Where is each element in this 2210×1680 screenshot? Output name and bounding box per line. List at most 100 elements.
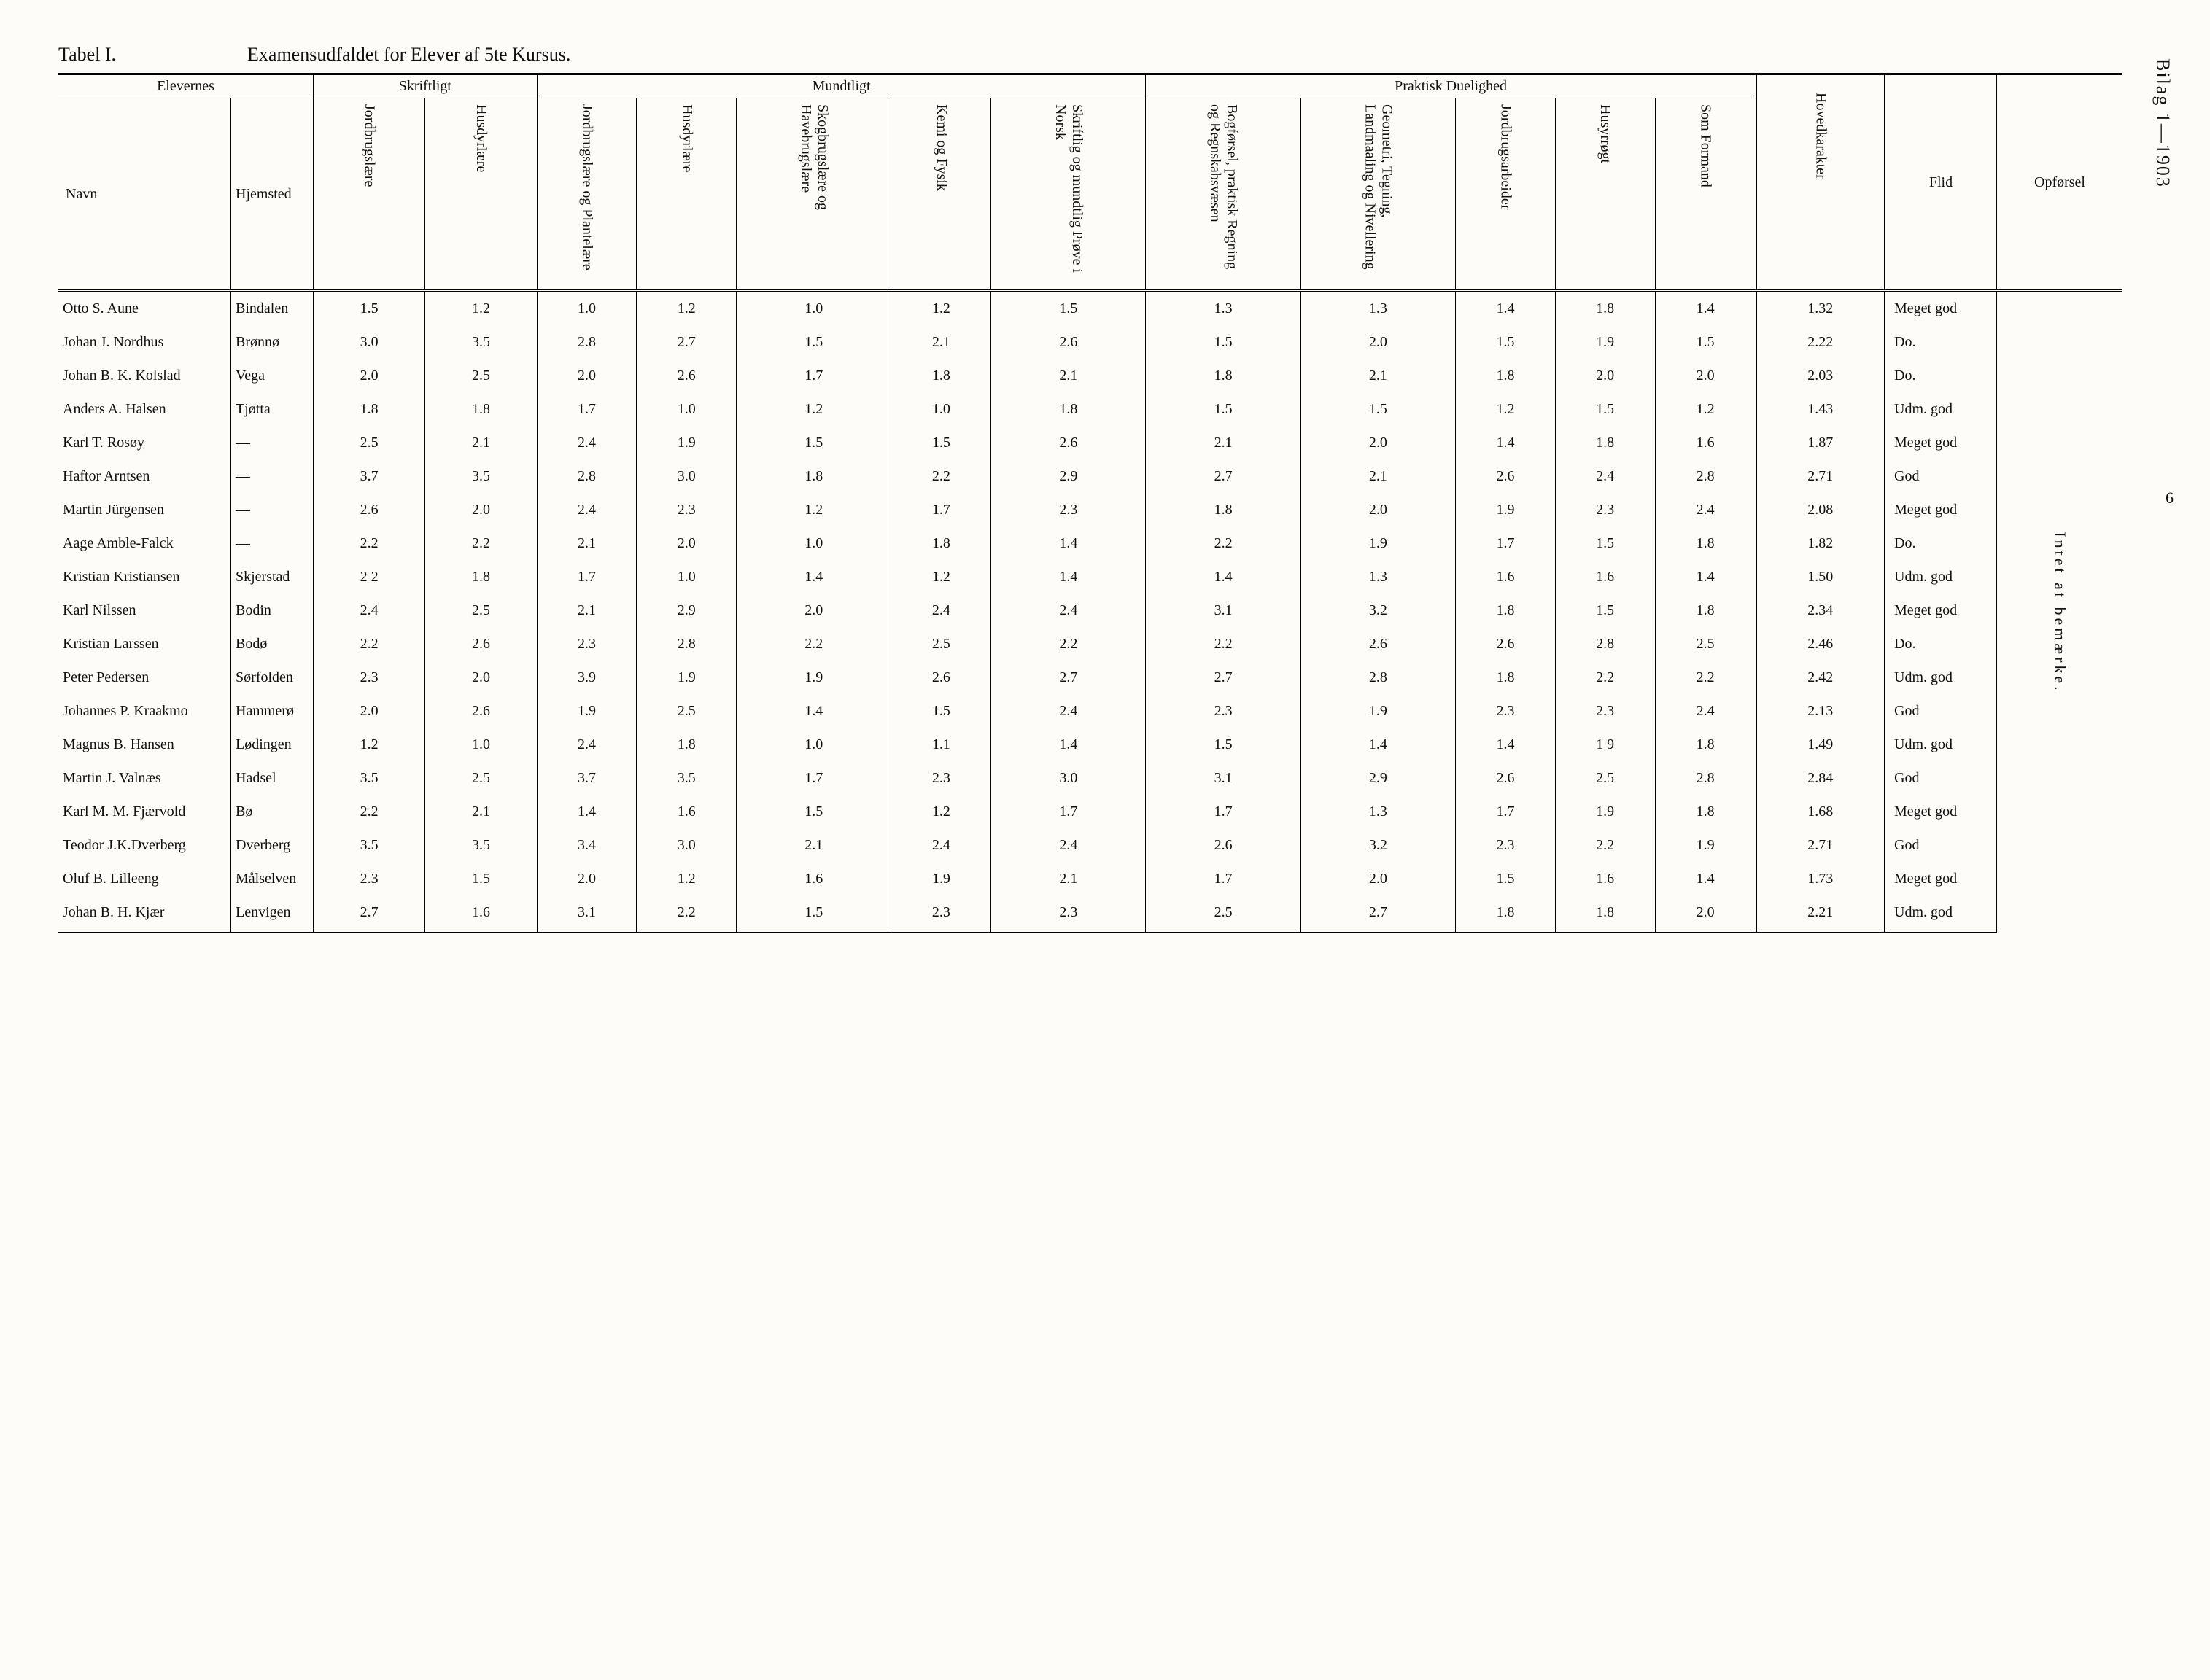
cell-navn: Otto S. Aune	[58, 291, 231, 326]
group-praktisk: Praktisk Duelighed	[1146, 74, 1756, 98]
cell-value: 2.0	[537, 359, 637, 392]
cell-navn: Oluf B. Lilleeng	[58, 862, 231, 895]
cell-value: 2.1	[425, 426, 537, 459]
cell-value: 2.6	[425, 627, 537, 661]
cell-value: 2.8	[637, 627, 737, 661]
cell-flid: Udm. god	[1885, 661, 1997, 694]
cell-navn: Johannes P. Kraakmo	[58, 694, 231, 728]
cell-value: 2.6	[637, 359, 737, 392]
table-row: Johan J. NordhusBrønnø3.03.52.82.71.52.1…	[58, 325, 2122, 359]
cell-hjemsted: Hammerø	[231, 694, 314, 728]
cell-value: 1.6	[1655, 426, 1756, 459]
cell-value: 1.4	[1300, 728, 1455, 761]
cell-value: 2.4	[891, 828, 991, 862]
cell-hovedkarakter: 2.08	[1756, 493, 1885, 526]
cell-value: 2.0	[537, 862, 637, 895]
cell-value: 1.7	[737, 761, 891, 795]
cell-value: 1.5	[314, 291, 425, 326]
cell-value: 2.7	[991, 661, 1146, 694]
cell-value: 1 9	[1555, 728, 1655, 761]
cell-value: 2.2	[1555, 661, 1655, 694]
cell-value: 2.4	[891, 594, 991, 627]
cell-value: 1.7	[537, 392, 637, 426]
cell-value: 3.1	[537, 895, 637, 933]
cell-value: 2.2	[425, 526, 537, 560]
cell-flid: Do.	[1885, 359, 1997, 392]
cell-value: 1.5	[1655, 325, 1756, 359]
cell-value: 1.5	[737, 325, 891, 359]
cell-value: 2.0	[1655, 359, 1756, 392]
cell-value: 2.0	[314, 694, 425, 728]
cell-value: 2.5	[891, 627, 991, 661]
cell-navn: Teodor J.K.Dverberg	[58, 828, 231, 862]
cell-value: 1.2	[1655, 392, 1756, 426]
cell-value: 2.2	[1655, 661, 1756, 694]
cell-hovedkarakter: 1.87	[1756, 426, 1885, 459]
cell-navn: Martin J. Valnæs	[58, 761, 231, 795]
cell-value: 3.0	[637, 828, 737, 862]
cell-hovedkarakter: 2.34	[1756, 594, 1885, 627]
cell-value: 2.9	[991, 459, 1146, 493]
cell-value: 1.5	[425, 862, 537, 895]
cell-value: 1.0	[637, 560, 737, 594]
cell-value: 1.2	[1456, 392, 1556, 426]
cell-hovedkarakter: 2.71	[1756, 828, 1885, 862]
group-mundtligt: Mundtligt	[537, 74, 1146, 98]
cell-value: 1.0	[891, 392, 991, 426]
table-row: Magnus B. HansenLødingen1.21.02.41.81.01…	[58, 728, 2122, 761]
cell-value: 1.5	[891, 426, 991, 459]
cell-value: 2.6	[891, 661, 991, 694]
cell-value: 1.7	[1146, 795, 1300, 828]
cell-value: 2.8	[1300, 661, 1455, 694]
cell-flid: Meget god	[1885, 291, 1997, 326]
exam-results-table: Elevernes Skriftligt Mundtligt Praktisk …	[58, 73, 2122, 933]
table-row: Martin J. ValnæsHadsel3.52.53.73.51.72.3…	[58, 761, 2122, 795]
cell-value: 2.6	[1456, 459, 1556, 493]
cell-value: 2.0	[637, 526, 737, 560]
table-row: Aage Amble-Falck—2.22.22.12.01.01.81.42.…	[58, 526, 2122, 560]
cell-value: 2.3	[637, 493, 737, 526]
cell-value: 1.8	[1655, 795, 1756, 828]
cell-navn: Haftor Arntsen	[58, 459, 231, 493]
cell-value: 2.1	[1300, 459, 1455, 493]
cell-value: 2.1	[425, 795, 537, 828]
table-row: Karl M. M. FjærvoldBø2.22.11.41.61.51.21…	[58, 795, 2122, 828]
cell-navn: Magnus B. Hansen	[58, 728, 231, 761]
cell-hovedkarakter: 2.46	[1756, 627, 1885, 661]
cell-value: 1.4	[1456, 728, 1556, 761]
cell-value: 2.6	[1146, 828, 1300, 862]
cell-navn: Anders A. Halsen	[58, 392, 231, 426]
cell-value: 3.4	[537, 828, 637, 862]
cell-value: 2.1	[1300, 359, 1455, 392]
col-flid: Flid	[1885, 74, 1997, 291]
cell-value: 2.4	[1655, 694, 1756, 728]
cell-value: 1.5	[891, 694, 991, 728]
cell-value: 2 2	[314, 560, 425, 594]
cell-value: 1.0	[737, 291, 891, 326]
cell-flid: Do.	[1885, 325, 1997, 359]
cell-value: 2.4	[1555, 459, 1655, 493]
cell-value: 1.4	[1456, 426, 1556, 459]
cell-value: 1.8	[1456, 895, 1556, 933]
cell-value: 1.5	[1555, 594, 1655, 627]
cell-value: 2.4	[537, 728, 637, 761]
cell-value: 1.2	[737, 392, 891, 426]
cell-value: 1.4	[1456, 291, 1556, 326]
col-c11: Husyrrøgt	[1555, 98, 1655, 291]
cell-value: 2.6	[991, 426, 1146, 459]
table-row: Kristian KristiansenSkjerstad2 21.81.71.…	[58, 560, 2122, 594]
cell-hovedkarakter: 2.22	[1756, 325, 1885, 359]
cell-value: 3.5	[637, 761, 737, 795]
cell-value: 2.0	[314, 359, 425, 392]
cell-value: 3.2	[1300, 594, 1455, 627]
cell-value: 2.2	[1146, 627, 1300, 661]
cell-value: 1.0	[637, 392, 737, 426]
cell-value: 1.2	[891, 560, 991, 594]
cell-value: 1.2	[637, 291, 737, 326]
table-row: Haftor Arntsen—3.73.52.83.01.82.22.92.72…	[58, 459, 2122, 493]
col-c12: Som Formand	[1655, 98, 1756, 291]
cell-navn: Karl T. Rosøy	[58, 426, 231, 459]
cell-value: 1.9	[1555, 795, 1655, 828]
cell-flid: God	[1885, 761, 1997, 795]
col-c1: Jordbrugslære	[314, 98, 425, 291]
